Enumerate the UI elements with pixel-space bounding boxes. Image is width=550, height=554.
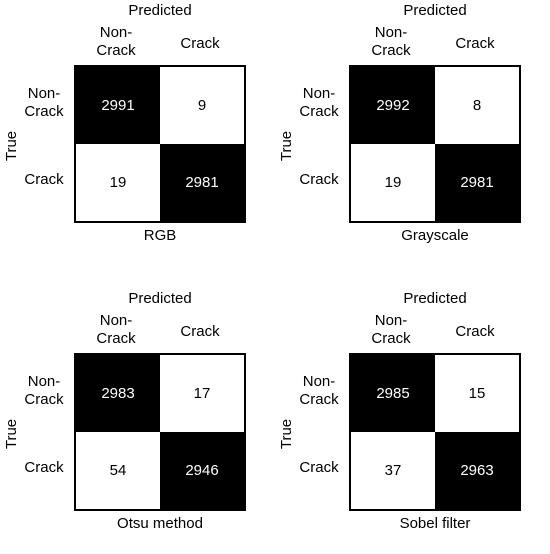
matrix-cell: 37 — [351, 432, 435, 509]
matrix-cell: 15 — [435, 355, 519, 432]
column-label: Non- Crack — [96, 312, 136, 347]
column-label: Crack — [180, 35, 220, 52]
matrix-cell: 2983 — [76, 355, 160, 432]
matrix-cell: 9 — [160, 67, 244, 144]
column-label: Non- Crack — [371, 312, 411, 347]
confusion-matrix-panel: Predicted Non- Crack Crack Non- Crack Crack Tru… — [275, 0, 550, 266]
row-label: Crack — [24, 459, 64, 476]
row-label: Crack — [24, 171, 64, 188]
predicted-axis-label: Predicted — [403, 290, 467, 307]
matrix-caption: RGB — [143, 227, 177, 244]
matrix-cell: 2963 — [435, 432, 519, 509]
confusion-matrix-grid: 2992 8 19 2981 — [349, 65, 521, 223]
matrix-cell: 19 — [351, 144, 435, 221]
row-label: Non- Crack — [24, 85, 64, 120]
matrix-cell: 2992 — [351, 67, 435, 144]
column-label: Crack — [455, 323, 495, 340]
column-label: Crack — [455, 35, 495, 52]
predicted-axis-label: Predicted — [128, 2, 192, 19]
true-axis-label: True — [3, 418, 20, 450]
column-label: Non- Crack — [96, 24, 136, 59]
matrix-cell: 2985 — [351, 355, 435, 432]
predicted-axis-label: Predicted — [403, 2, 467, 19]
true-axis-label: True — [278, 418, 295, 450]
matrix-caption: Sobel filter — [399, 515, 471, 532]
matrix-cell: 2946 — [160, 432, 244, 509]
matrix-cell: 17 — [160, 355, 244, 432]
matrix-cell: 54 — [76, 432, 160, 509]
matrix-cell: 19 — [76, 144, 160, 221]
row-label: Non- Crack — [299, 85, 339, 120]
predicted-axis-label: Predicted — [128, 290, 192, 307]
matrix-cell: 2981 — [435, 144, 519, 221]
matrix-caption: Otsu method — [117, 515, 203, 532]
confusion-matrix-panel: Predicted Non- Crack Crack Non- Crack Crack Tru… — [275, 288, 550, 554]
confusion-matrix-panel: Predicted Non- Crack Crack Non- Crack Crack Tru… — [0, 288, 275, 554]
true-axis-label: True — [3, 130, 20, 162]
row-label: Crack — [299, 459, 339, 476]
matrix-caption: Grayscale — [401, 227, 469, 244]
confusion-matrix-grid: 2985 15 37 2963 — [349, 353, 521, 511]
column-label: Non- Crack — [371, 24, 411, 59]
matrix-cell: 2991 — [76, 67, 160, 144]
row-label: Non- Crack — [299, 373, 339, 408]
row-label: Crack — [299, 171, 339, 188]
confusion-matrix-panel: Predicted Non- Crack Crack Non- Crack Crack Tru… — [0, 0, 275, 266]
row-label: Non- Crack — [24, 373, 64, 408]
confusion-matrix-grid: 2991 9 19 2981 — [74, 65, 246, 223]
confusion-matrix-grid: 2983 17 54 2946 — [74, 353, 246, 511]
true-axis-label: True — [278, 130, 295, 162]
matrix-cell: 8 — [435, 67, 519, 144]
matrix-cell: 2981 — [160, 144, 244, 221]
column-label: Crack — [180, 323, 220, 340]
